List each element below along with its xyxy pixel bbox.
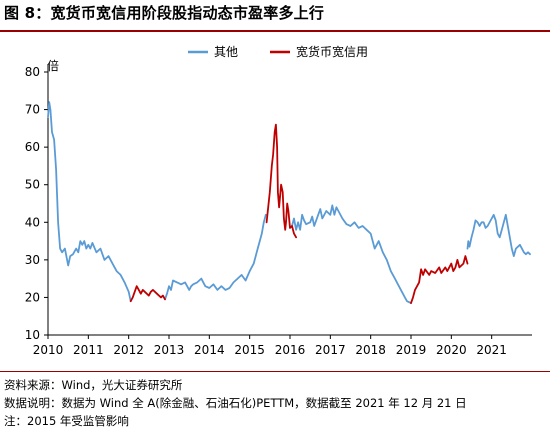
y-tick-label: 10 xyxy=(25,328,40,342)
legend-label-other: 其他 xyxy=(214,45,238,59)
y-tick-label: 20 xyxy=(25,290,40,304)
regulation-note: 注：2015 年受监管影响 xyxy=(4,414,129,428)
title-divider xyxy=(0,30,550,32)
x-tick-label: 2016 xyxy=(275,343,306,357)
x-tick-label: 2010 xyxy=(33,343,64,357)
chart-legend: 其他 宽货币宽信用 xyxy=(188,44,368,59)
chart-series xyxy=(47,101,531,304)
pe-line-chart: 其他 宽货币宽信用 倍 10 20 30 40 50 60 70 80 2010 2011 2012… xyxy=(25,44,532,357)
y-tick-label: 30 xyxy=(25,253,40,267)
y-axis-unit-label: 倍 xyxy=(47,58,59,73)
y-tick-label: 40 xyxy=(25,215,40,229)
series-line-loose xyxy=(410,255,469,304)
series-line-other xyxy=(466,213,531,257)
series-line-other xyxy=(289,204,412,304)
page-title: 图 8：宽货币宽信用阶段股指动态市盈率多上行 xyxy=(4,4,325,22)
series-line-loose xyxy=(265,123,297,239)
x-tick-label: 2012 xyxy=(113,343,144,357)
x-tick-label: 2015 xyxy=(234,343,265,357)
y-tick-label: 70 xyxy=(25,103,40,117)
x-tick-label: 2021 xyxy=(476,343,507,357)
x-tick-label: 2013 xyxy=(154,343,185,357)
x-tick-label: 2020 xyxy=(436,343,467,357)
y-tick-label: 50 xyxy=(25,178,40,192)
x-tick-label: 2019 xyxy=(396,343,427,357)
footer-divider xyxy=(0,371,550,372)
x-tick-label: 2014 xyxy=(194,343,225,357)
series-line-other xyxy=(47,101,132,303)
source-note: 资料来源：Wind，光大证券研究所 xyxy=(4,378,183,392)
y-tick-label: 60 xyxy=(25,140,40,154)
chart-axes: 10 20 30 40 50 60 70 80 2010 2011 2012 2013 2014 2015… xyxy=(25,64,532,357)
x-tick-label: 2011 xyxy=(73,343,104,357)
chart-notes: 资料来源：Wind，光大证券研究所 数据说明：数据为 Wind 全 A(除金融、… xyxy=(4,376,467,430)
series-line-other xyxy=(164,213,267,301)
series-line-loose xyxy=(129,285,166,303)
data-explanation-note: 数据说明：数据为 Wind 全 A(除金融、石油石化)PETTM，数据截至 20… xyxy=(4,396,467,410)
x-tick-label: 2017 xyxy=(315,343,346,357)
x-tick-label: 2018 xyxy=(355,343,386,357)
legend-label-loose: 宽货币宽信用 xyxy=(296,44,368,59)
y-tick-label: 80 xyxy=(25,65,40,79)
